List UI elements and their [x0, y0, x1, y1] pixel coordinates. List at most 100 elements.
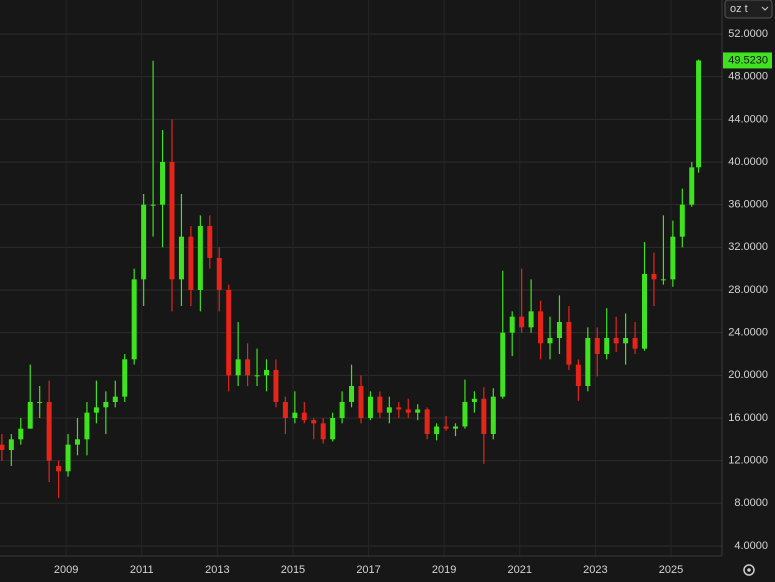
candle-body	[453, 426, 459, 429]
y-tick-label: 8.0000	[734, 497, 768, 509]
candle-body	[349, 385, 355, 402]
candle-body	[103, 401, 109, 408]
unit-label[interactable]: oz t	[730, 3, 748, 15]
x-tick-label: 2025	[659, 564, 683, 576]
candle-body	[519, 316, 525, 328]
y-tick-label: 52.0000	[728, 28, 768, 40]
candle-body	[311, 420, 317, 424]
candle-body	[0, 444, 5, 450]
candle-body	[679, 204, 685, 237]
x-tick-label: 2013	[205, 564, 229, 576]
candle-body	[122, 359, 128, 397]
candle-body	[169, 162, 175, 280]
candle-body	[46, 401, 52, 461]
candle-body	[273, 369, 279, 402]
candle-body	[235, 359, 241, 376]
candle-body	[301, 412, 307, 421]
candle-body	[396, 407, 402, 410]
candle-body	[226, 289, 232, 376]
dropdown-arrow[interactable]	[761, 6, 769, 11]
candle-body	[500, 332, 506, 397]
candle-body	[594, 337, 600, 354]
candle-body	[65, 444, 71, 472]
x-tick-label: 2021	[508, 564, 532, 576]
candle-body	[150, 204, 156, 206]
candle-body	[443, 426, 449, 429]
candle-body	[696, 60, 702, 168]
y-tick-label: 12.0000	[728, 455, 768, 467]
candle-body	[509, 316, 515, 333]
last-price-label: 49.5230	[728, 54, 768, 66]
candle-body	[330, 417, 336, 440]
x-tick-label: 2015	[281, 564, 305, 576]
y-tick-label: 20.0000	[728, 369, 768, 381]
candle-body	[27, 401, 33, 429]
y-tick-label: 16.0000	[728, 412, 768, 424]
candle-body	[424, 409, 430, 434]
candle-body	[623, 337, 629, 344]
y-tick-label: 24.0000	[728, 327, 768, 339]
candle-body	[386, 407, 392, 413]
settings-button[interactable]	[743, 564, 755, 576]
candle-body	[415, 409, 421, 413]
x-tick-label: 2009	[54, 564, 78, 576]
candle-body	[263, 369, 269, 376]
candle-body	[74, 439, 80, 445]
candle-body	[188, 236, 194, 290]
candle-body	[282, 401, 288, 418]
settings-icon[interactable]	[743, 564, 755, 576]
candle-body	[18, 428, 24, 440]
candle-body	[320, 423, 326, 440]
candle-body	[84, 412, 90, 440]
candle-body	[37, 401, 43, 403]
candle-body	[56, 465, 62, 472]
candle-body	[528, 311, 534, 328]
candle-body	[207, 226, 213, 259]
candle-body	[566, 321, 572, 365]
candle-body	[575, 364, 581, 386]
dropdown-box[interactable]	[724, 0, 773, 19]
candle-body	[8, 439, 14, 450]
candle-body	[632, 337, 638, 349]
candle-body	[245, 359, 251, 376]
x-tick-label: 2011	[130, 564, 154, 576]
candle-body	[93, 407, 99, 413]
y-tick-label: 4.0000	[734, 540, 768, 552]
y-tick-label: 44.0000	[728, 113, 768, 125]
candle-body	[197, 226, 203, 290]
candle-body	[112, 396, 118, 402]
candle-body	[604, 337, 610, 354]
x-tick-label: 2017	[356, 564, 380, 576]
y-tick-label: 36.0000	[728, 199, 768, 211]
candle-body	[585, 337, 591, 386]
candle-body	[660, 279, 666, 281]
plot: 2009 2011 2013 2015 2017 2019 2021 2023 2025	[0, 0, 722, 576]
candle-body	[405, 409, 411, 413]
candle-body	[216, 258, 222, 290]
last-price-marker: 49.5230	[723, 52, 772, 69]
x-tick-label: 2019	[432, 564, 456, 576]
candle-body	[670, 236, 676, 280]
candle-body	[292, 412, 298, 418]
candle-body	[339, 401, 345, 418]
candle-body	[613, 337, 619, 344]
y-tick-label: 48.0000	[728, 71, 768, 83]
candle-body	[556, 321, 562, 338]
candle-body	[254, 375, 260, 377]
y-tick-label: 32.0000	[728, 241, 768, 253]
candle-body	[642, 274, 648, 349]
candle-body	[131, 279, 137, 360]
settings-icon-center[interactable]	[747, 568, 751, 572]
candle-body	[358, 385, 364, 418]
candle-body	[547, 337, 553, 344]
y-tick-label: 40.0000	[728, 156, 768, 168]
candle-body	[462, 401, 468, 427]
candle-body	[481, 398, 487, 434]
candle-body	[178, 236, 184, 280]
candle-body	[689, 167, 695, 205]
unit-dropdown[interactable]: oz t	[724, 0, 773, 19]
candle-body	[434, 426, 440, 434]
candle-body	[651, 274, 657, 280]
